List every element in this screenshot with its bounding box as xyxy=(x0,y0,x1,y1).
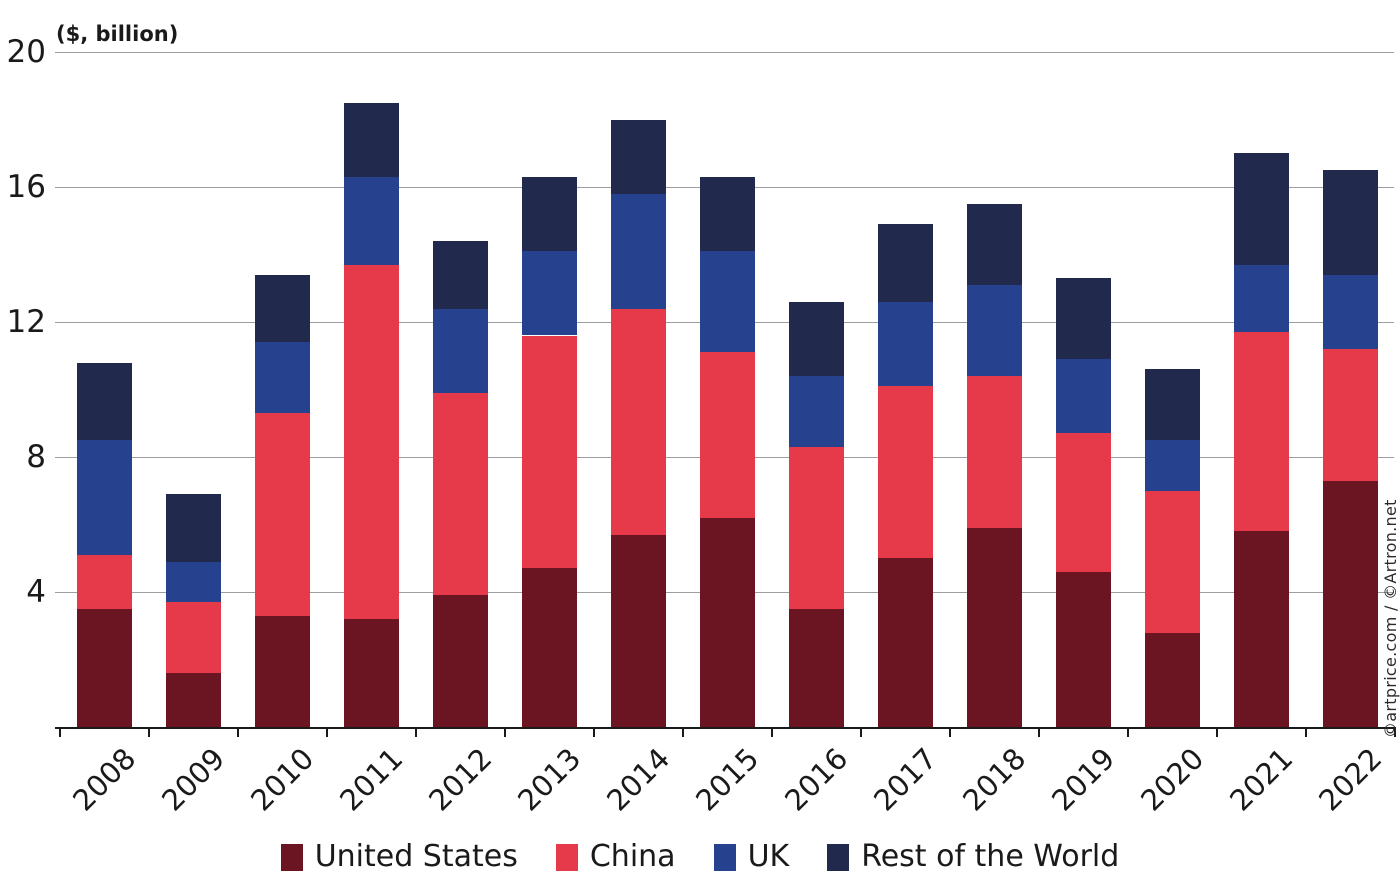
bar-segment-uk-2019 xyxy=(1056,359,1111,434)
bar-segment-uk-2010 xyxy=(255,342,310,414)
bar-segment-united-states-2021 xyxy=(1234,531,1289,728)
bar-segment-uk-2014 xyxy=(611,193,666,309)
x-axis-tick xyxy=(949,728,951,737)
bar-segment-united-states-2010 xyxy=(255,615,310,727)
bar-segment-china-2015 xyxy=(700,352,755,518)
bar-segment-uk-2011 xyxy=(344,176,399,265)
bar-segment-rest-of-the-world-2012 xyxy=(433,241,488,309)
bar-segment-uk-2022 xyxy=(1323,274,1378,350)
x-axis-tick xyxy=(682,728,684,737)
bar-segment-china-2021 xyxy=(1234,332,1289,532)
bar-segment-rest-of-the-world-2015 xyxy=(700,176,755,252)
legend-swatch-china xyxy=(555,843,578,871)
bar-segment-china-2020 xyxy=(1145,490,1200,633)
bar-segment-china-2019 xyxy=(1056,433,1111,572)
bar-segment-rest-of-the-world-2020 xyxy=(1145,369,1200,441)
bar-segment-united-states-2019 xyxy=(1056,571,1111,728)
x-axis-tick xyxy=(771,728,773,737)
x-axis-tick xyxy=(1394,728,1396,737)
bar-segment-rest-of-the-world-2008 xyxy=(77,362,132,441)
legend-item-rest-of-the-world: Rest of the World xyxy=(827,840,1119,874)
x-axis-tick xyxy=(415,728,417,737)
bar-segment-uk-2009 xyxy=(166,561,221,603)
x-axis-line xyxy=(55,727,1396,729)
bar-segment-rest-of-the-world-2014 xyxy=(611,119,666,194)
bar-segment-china-2008 xyxy=(77,554,132,609)
bar-segment-uk-2021 xyxy=(1234,264,1289,333)
x-axis-tick xyxy=(1038,728,1040,737)
bar-segment-uk-2015 xyxy=(700,251,755,353)
x-axis-tick xyxy=(1216,728,1218,737)
bar-segment-china-2017 xyxy=(878,386,933,559)
legend-item-china: China xyxy=(555,839,676,874)
bar-segment-united-states-2017 xyxy=(878,558,933,728)
bar-segment-united-states-2016 xyxy=(789,608,844,727)
bar-segment-uk-2008 xyxy=(77,440,132,555)
bar-segment-rest-of-the-world-2019 xyxy=(1056,278,1111,360)
bar-segment-china-2018 xyxy=(967,376,1022,528)
bar-segment-china-2012 xyxy=(433,392,488,596)
x-axis-tick xyxy=(1305,728,1307,737)
x-axis-tick xyxy=(1127,728,1129,737)
legend-item-uk: UK xyxy=(713,839,790,874)
legend-item-united-states: United States xyxy=(280,839,518,874)
bar-segment-rest-of-the-world-2022 xyxy=(1323,170,1378,275)
legend-label: Rest of the World xyxy=(861,839,1120,874)
x-axis-tick xyxy=(237,728,239,737)
bar-segment-uk-2016 xyxy=(789,376,844,447)
bar-segment-united-states-2014 xyxy=(611,534,666,727)
bar-segment-united-states-2009 xyxy=(166,673,221,727)
bar-segment-uk-2013 xyxy=(522,251,577,336)
y-axis-tick-label-16: 16 xyxy=(6,169,46,205)
y-axis-tick-label-4: 4 xyxy=(26,574,46,610)
bar-segment-uk-2020 xyxy=(1145,440,1200,491)
bar-segment-rest-of-the-world-2010 xyxy=(255,274,310,343)
y-axis-unit-label: ($, billion) xyxy=(56,22,179,46)
legend-swatch-uk xyxy=(713,843,736,871)
y-axis-tick-label-20: 20 xyxy=(6,34,46,70)
bar-segment-uk-2012 xyxy=(433,308,488,393)
bar-segment-united-states-2012 xyxy=(433,595,488,727)
bar-segment-rest-of-the-world-2013 xyxy=(522,176,577,252)
bar-segment-united-states-2020 xyxy=(1145,632,1200,727)
x-axis-tick xyxy=(860,728,862,737)
bar-segment-rest-of-the-world-2018 xyxy=(967,203,1022,285)
bar-segment-united-states-2022 xyxy=(1323,480,1378,727)
chart-legend: United States China UK Rest of the World xyxy=(0,840,1400,874)
bar-segment-china-2022 xyxy=(1323,349,1378,481)
legend-label: UK xyxy=(747,839,790,874)
bar-segment-rest-of-the-world-2021 xyxy=(1234,153,1289,265)
legend-label: United States xyxy=(314,839,518,874)
bar-segment-united-states-2015 xyxy=(700,517,755,728)
bar-segment-rest-of-the-world-2017 xyxy=(878,224,933,302)
bar-segment-china-2013 xyxy=(522,335,577,569)
y-axis-tick-label-8: 8 xyxy=(26,439,46,475)
bar-segment-united-states-2011 xyxy=(344,619,399,727)
x-axis-tick xyxy=(504,728,506,737)
bar-segment-rest-of-the-world-2011 xyxy=(344,102,399,177)
x-axis-tick xyxy=(593,728,595,737)
x-axis-tick xyxy=(326,728,328,737)
y-axis-tick-label-12: 12 xyxy=(6,304,46,340)
bar-segment-china-2014 xyxy=(611,308,666,535)
legend-label: China xyxy=(589,839,676,874)
bar-segment-uk-2018 xyxy=(967,284,1022,376)
bar-segment-rest-of-the-world-2016 xyxy=(789,301,844,376)
bar-segment-china-2011 xyxy=(344,264,399,619)
bar-segment-uk-2017 xyxy=(878,301,933,387)
bar-segment-china-2016 xyxy=(789,446,844,609)
legend-swatch-rest-of-the-world xyxy=(827,843,850,871)
x-axis-tick xyxy=(148,728,150,737)
gridline-20 xyxy=(55,52,1394,53)
x-axis-tick xyxy=(59,728,61,737)
copyright-watermark: ©artprice.com / ©Artron.net xyxy=(1381,499,1400,738)
legend-swatch-united-states xyxy=(280,843,303,871)
bar-segment-rest-of-the-world-2009 xyxy=(166,494,221,562)
bar-segment-china-2010 xyxy=(255,413,310,616)
bar-segment-united-states-2013 xyxy=(522,568,577,727)
bar-segment-united-states-2008 xyxy=(77,608,132,727)
bar-segment-china-2009 xyxy=(166,602,221,673)
bar-segment-united-states-2018 xyxy=(967,527,1022,727)
